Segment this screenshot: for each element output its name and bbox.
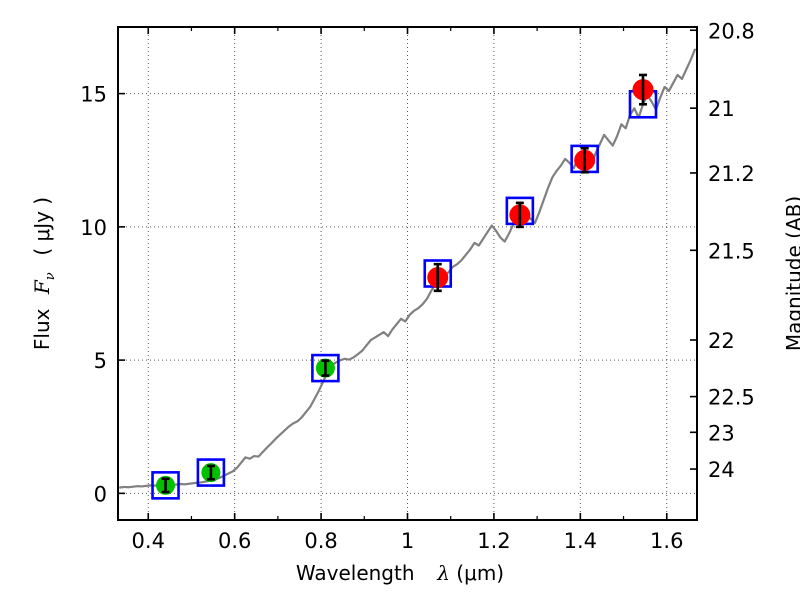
x-tick-label: 1 <box>401 529 414 553</box>
photometry-point <box>423 259 453 293</box>
y-axis-title-unit: ( μJy ) <box>30 196 54 256</box>
y-tick-label: 0 <box>94 482 107 506</box>
x-tick-label: 0.8 <box>304 529 337 553</box>
y2-tick-label: 24 <box>708 458 735 482</box>
x-axis-title: Wavelength λ (μm) <box>0 561 800 585</box>
photometry-box <box>311 353 340 383</box>
x-tick-label: 0.6 <box>218 529 251 553</box>
photometry-box <box>151 471 180 500</box>
axes-frame <box>117 26 698 521</box>
y-tick-label: 5 <box>94 349 107 373</box>
photometry-point <box>151 471 180 500</box>
x-tick-label: 1.4 <box>564 529 597 553</box>
x-tick-label: 0.4 <box>132 529 165 553</box>
y-tick-label: 15 <box>80 83 107 107</box>
photometry-point <box>628 73 658 119</box>
y-axis-title-prefix: Flux <box>30 308 54 351</box>
y-axis-title-symbol: F <box>30 280 54 295</box>
y2-tick-label: 23 <box>708 421 735 445</box>
y-tick-label: 10 <box>80 216 107 240</box>
x-axis-title-prefix: Wavelength <box>295 561 415 585</box>
x-tick-label: 1.2 <box>477 529 510 553</box>
y-axis-title-right: Magnitude (AB) <box>782 195 800 352</box>
y2-tick-label: 21 <box>708 97 735 121</box>
data-markers <box>151 73 658 500</box>
x-axis-title-symbol: λ <box>437 561 450 585</box>
y2-tick-label: 21.5 <box>708 239 755 263</box>
y-axis-title-left: Flux Fν ( μJy ) <box>30 197 58 350</box>
x-axis-title-unit: (μm) <box>456 561 505 585</box>
y2-tick-label: 21.2 <box>708 162 755 186</box>
y2-tick-label: 22.5 <box>708 386 755 410</box>
x-tick-label: 1.6 <box>650 529 683 553</box>
y2-tick-label: 20.8 <box>708 19 755 43</box>
y2-tick-label: 22 <box>708 329 735 353</box>
axis-ticks <box>118 27 697 520</box>
photometry-point <box>196 458 226 487</box>
photometry-point <box>570 144 599 174</box>
photometry-point <box>311 353 340 383</box>
photometry-box <box>196 458 226 487</box>
grid-lines <box>118 27 697 520</box>
photometry-point <box>505 196 535 229</box>
y-axis-title-subscript: ν <box>43 272 58 281</box>
plot-frame <box>117 26 698 521</box>
axis-tick-labels: 0.4 0.6 0.8 1 1.2 1.4 1.6 0 5 10 15 20.8 21 21.2 21.5 2… <box>80 19 755 553</box>
